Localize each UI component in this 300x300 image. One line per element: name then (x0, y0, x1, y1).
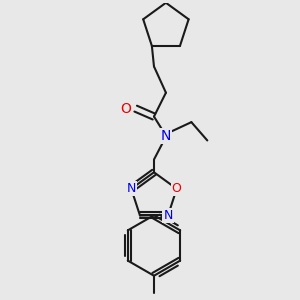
Text: O: O (121, 102, 132, 116)
Text: N: N (127, 182, 136, 195)
Text: N: N (161, 129, 171, 143)
Text: O: O (172, 182, 182, 195)
Text: N: N (163, 209, 173, 222)
